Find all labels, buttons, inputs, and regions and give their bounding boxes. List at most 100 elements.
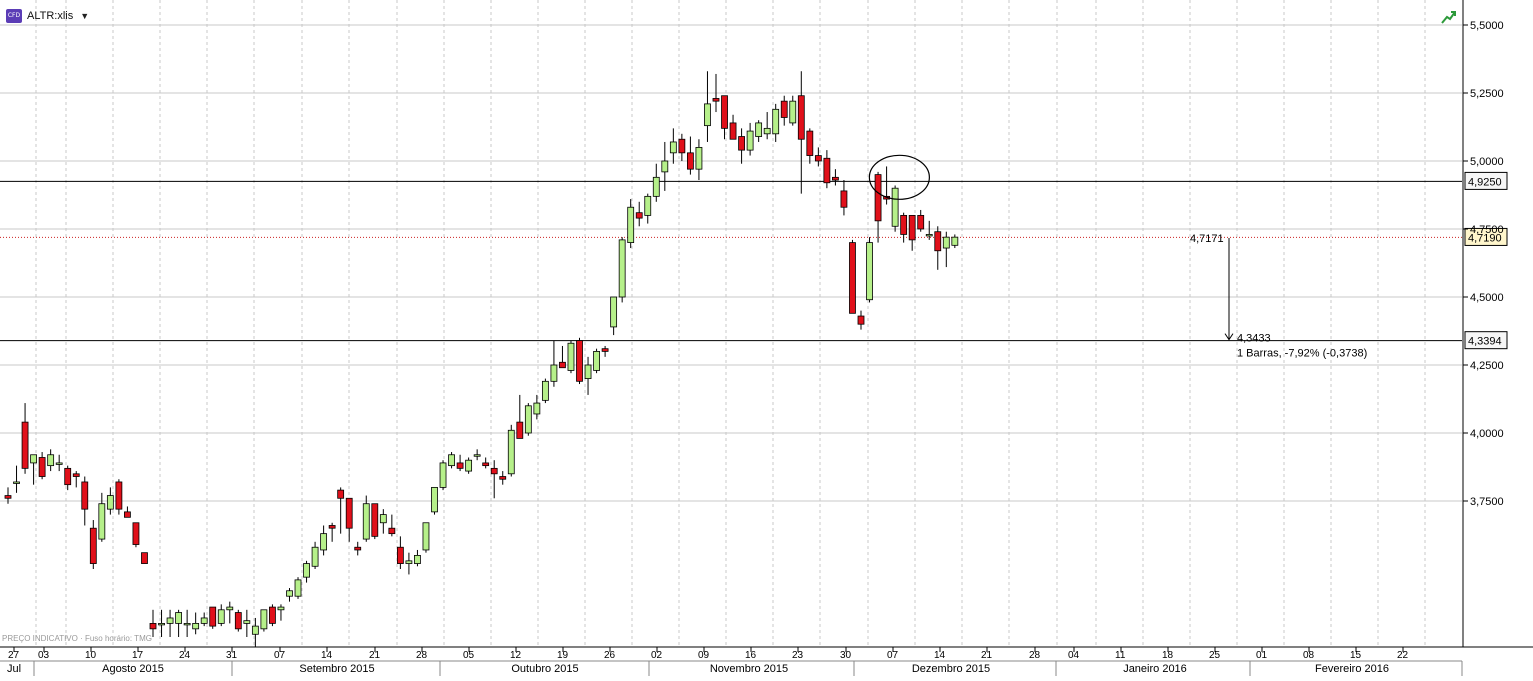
candle-body — [379, 514, 387, 524]
candle-down — [908, 214, 916, 251]
candle-down — [4, 487, 12, 504]
candle-body — [260, 609, 268, 630]
measure-from-label: 4,7171 — [1190, 233, 1224, 245]
candle-down — [345, 497, 353, 542]
candle-body — [371, 503, 379, 537]
candle-down — [857, 310, 865, 330]
candle-down — [354, 541, 362, 556]
candle-body — [874, 174, 882, 222]
candle-down — [328, 522, 336, 542]
candle-up — [158, 609, 165, 637]
candle-body — [209, 606, 217, 627]
x-tick-label: 27 — [8, 650, 20, 661]
month-label: Fevereiro 2016 — [1315, 663, 1389, 675]
candle-body — [47, 454, 55, 467]
candle-up — [414, 549, 421, 567]
candle-up — [669, 128, 677, 164]
candle-body — [908, 214, 916, 241]
candle-down — [499, 471, 507, 485]
candle-up — [13, 465, 20, 493]
candle-down — [814, 147, 822, 167]
candle-body — [362, 503, 370, 540]
candle-body — [866, 242, 873, 301]
candle-up — [320, 525, 328, 556]
candle-body — [541, 380, 549, 401]
candle-up — [891, 185, 899, 232]
candle-body — [345, 497, 353, 529]
x-tick-label: 09 — [698, 650, 710, 661]
candle-up — [311, 541, 319, 569]
candle-down — [738, 128, 745, 164]
candle-body — [627, 206, 635, 244]
candle-up — [507, 424, 515, 477]
candle-body — [286, 590, 293, 597]
caret-down-icon[interactable]: ▼ — [80, 11, 90, 21]
candle-down — [38, 452, 46, 480]
candle-down — [124, 506, 131, 518]
candle-down — [729, 114, 737, 140]
price-tag-label: 4,9250 — [1468, 176, 1502, 188]
candle-down — [482, 457, 490, 469]
x-tick-label: 26 — [604, 650, 616, 661]
y-tick-label: 5,0000 — [1470, 156, 1504, 168]
candle-up — [286, 588, 293, 602]
candle-down — [712, 73, 720, 113]
y-tick-label: 4,7500 — [1470, 224, 1504, 236]
candle-down — [840, 180, 848, 216]
x-tick-label: 16 — [745, 650, 757, 661]
candle-body — [610, 296, 618, 328]
x-tick-label: 08 — [1303, 650, 1315, 661]
candle-body — [141, 552, 148, 564]
x-tick-label: 04 — [1068, 650, 1080, 661]
month-label: Novembro 2015 — [710, 663, 788, 675]
candle-body — [158, 623, 165, 626]
month-label: Jul — [7, 663, 21, 675]
candle-body — [132, 522, 140, 545]
last-price-tag — [1464, 227, 1508, 246]
candle-body — [806, 130, 814, 156]
candle-down — [337, 487, 345, 534]
x-tick-label: 17 — [132, 650, 144, 661]
candle-body — [584, 364, 592, 379]
candle-body — [21, 421, 29, 469]
candle-body — [456, 462, 464, 469]
candle-down — [132, 522, 140, 548]
candle-up — [106, 487, 114, 515]
candle-up — [303, 560, 310, 583]
candle-up — [652, 163, 660, 202]
x-tick-label: 03 — [38, 650, 50, 661]
x-tick-label: 14 — [934, 650, 946, 661]
candle-body — [644, 195, 652, 216]
candle-down — [89, 520, 97, 569]
candle-up — [47, 449, 55, 472]
x-tick-label: 25 — [1209, 650, 1221, 661]
trend-up-icon[interactable] — [1440, 8, 1458, 26]
candle-body — [64, 467, 72, 486]
candle-body — [857, 315, 865, 325]
candle-body — [89, 527, 97, 564]
x-tick-label: 28 — [416, 650, 428, 661]
measure-arrow — [1224, 333, 1234, 341]
candle-body — [38, 457, 46, 477]
candle-body — [524, 405, 532, 434]
candle-body — [507, 429, 515, 475]
candle-up — [550, 340, 558, 387]
candle-body — [704, 103, 711, 127]
candle-body — [832, 176, 839, 181]
candle-down — [81, 476, 89, 526]
candle-down — [559, 345, 566, 369]
candle-body — [55, 462, 63, 465]
x-tick-label: 01 — [1256, 650, 1268, 661]
candle-body — [243, 620, 251, 624]
candle-body — [106, 495, 114, 510]
candle-up — [695, 139, 703, 181]
x-tick-label: 14 — [321, 650, 333, 661]
symbol-header[interactable]: CFD ALTR:xlis ▼ — [6, 7, 89, 25]
y-tick-label: 3,7500 — [1470, 496, 1504, 508]
symbol-label[interactable]: ALTR:xlis — [27, 10, 74, 22]
candle-body — [951, 236, 959, 246]
candle-down — [456, 454, 464, 472]
